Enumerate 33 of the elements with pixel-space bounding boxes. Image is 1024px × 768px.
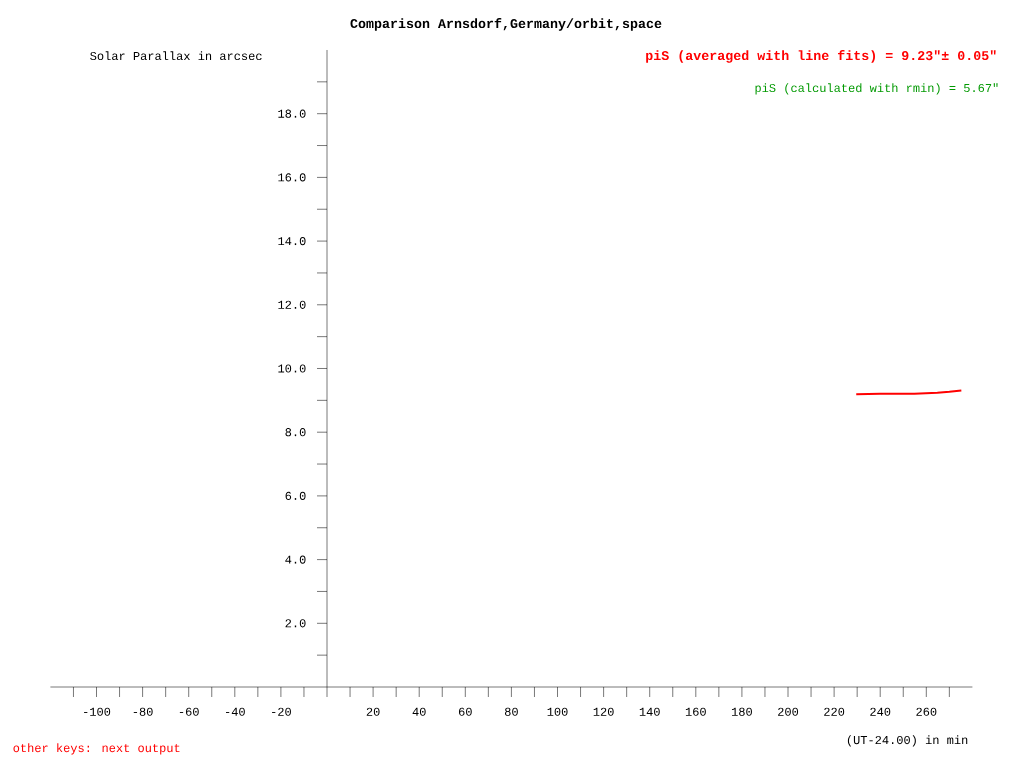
y-tick-label: 2.0 — [285, 619, 306, 628]
annotation: piS (averaged with line fits) = 9.23"± 0.05" — [646, 50, 996, 63]
x-tick-label: 260 — [916, 707, 937, 716]
annotation: piS (calculated with rmin) = 5.67" — [755, 83, 998, 95]
y-tick-label: 18.0 — [278, 109, 306, 118]
x-tick-label: 160 — [685, 707, 706, 716]
x-tick-label: 80 — [504, 707, 518, 716]
y-tick-label: 4.0 — [285, 555, 306, 564]
x-tick-label: 220 — [824, 707, 845, 716]
y-axis-title: Solar Parallax in arcsec — [90, 51, 262, 61]
x-tick-label: 120 — [593, 707, 614, 716]
x-tick-label: 60 — [458, 707, 472, 716]
x-tick-label: 180 — [731, 707, 752, 716]
x-tick-label: -40 — [225, 707, 245, 716]
y-tick-label: 14.0 — [278, 237, 306, 246]
x-tick-label: 140 — [639, 707, 660, 716]
x-tick-label: -60 — [179, 707, 199, 716]
y-tick-label: 10.0 — [278, 364, 306, 373]
y-tick-label: 6.0 — [285, 491, 306, 500]
x-tick-label: 40 — [412, 707, 426, 716]
y-tick-label: 12.0 — [278, 300, 306, 309]
x-tick-label: 200 — [778, 707, 799, 716]
x-tick-label: 240 — [870, 707, 891, 716]
text: other keys: next output — [13, 743, 180, 755]
x-tick-label: -20 — [272, 707, 291, 716]
x-tick-label: 100 — [547, 707, 568, 716]
y-tick-label: 8.0 — [285, 428, 306, 437]
y-tick-label: 16.0 — [278, 173, 306, 182]
x-tick-label: -100 — [84, 707, 111, 716]
text: (UT-24.00) in min — [847, 735, 968, 747]
chart-title: Comparison Arnsdorf,Germany/orbit,space — [350, 18, 662, 31]
x-tick-label: -80 — [133, 707, 153, 716]
x-tick-label: 20 — [366, 707, 380, 716]
